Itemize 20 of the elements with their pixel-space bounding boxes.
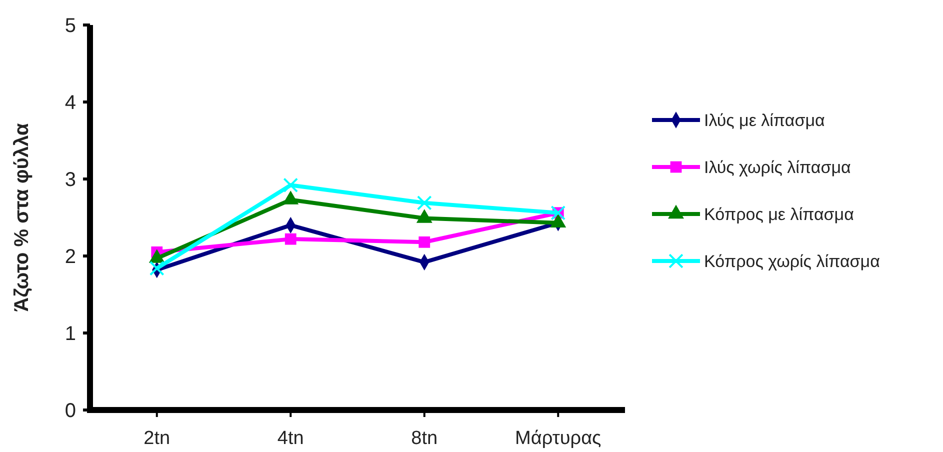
point bbox=[418, 236, 430, 248]
y-tick-label: 4 bbox=[64, 92, 76, 114]
y-axis-title: Άζωτο % στα φύλλα bbox=[11, 122, 33, 312]
x-tick-label: 8tn bbox=[411, 428, 438, 449]
legend-label: Κόπρος με λίπασμα bbox=[704, 204, 854, 224]
x-tick-label: 4tn bbox=[277, 428, 304, 449]
y-tick-label: 1 bbox=[64, 323, 76, 345]
point bbox=[149, 260, 164, 276]
legend-label: Κόπρος χωρίς λίπασμα bbox=[704, 252, 880, 271]
legend-label: Ιλύς με λίπασμα bbox=[704, 110, 826, 130]
point bbox=[284, 233, 296, 245]
y-tick-label: 2 bbox=[64, 246, 76, 268]
x-tick-label: Μάρτυρας bbox=[515, 428, 602, 449]
y-tick-label: 5 bbox=[64, 15, 76, 37]
legend-label: Ιλύς χωρίς λίπασμα bbox=[704, 158, 852, 177]
y-tick-label: 3 bbox=[64, 169, 76, 191]
y-tick-label: 0 bbox=[64, 400, 76, 422]
point bbox=[283, 178, 298, 193]
point bbox=[416, 195, 432, 210]
x-tick-label: 2tn bbox=[144, 428, 170, 449]
